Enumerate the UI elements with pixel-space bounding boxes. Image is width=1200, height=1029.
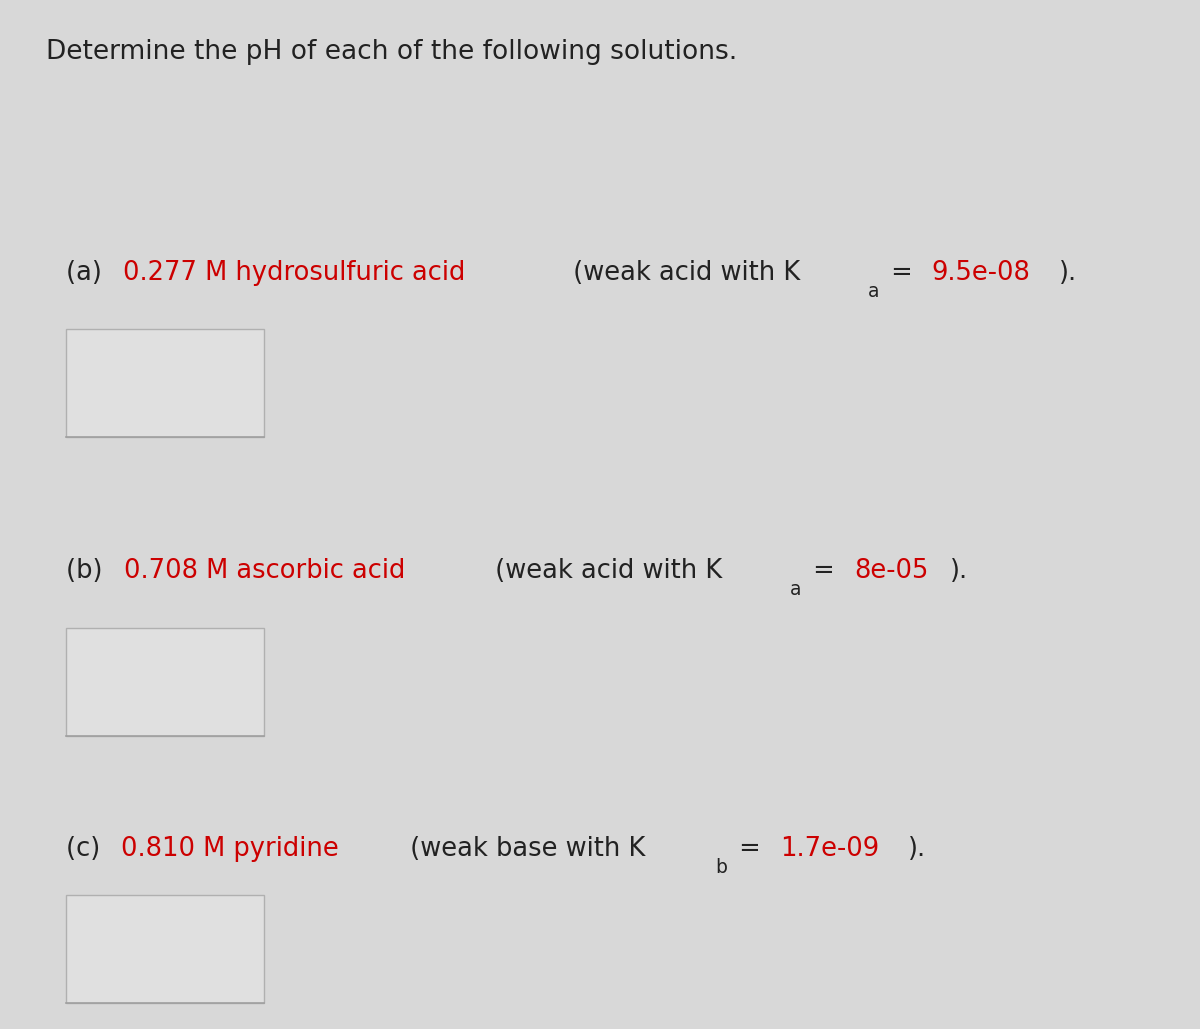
Text: ).: ).	[950, 558, 968, 584]
Text: 0.277 M hydrosulfuric acid: 0.277 M hydrosulfuric acid	[122, 259, 466, 286]
Text: 9.5e-08: 9.5e-08	[932, 259, 1031, 286]
Text: (weak acid with K: (weak acid with K	[564, 259, 799, 286]
Text: 1.7e-09: 1.7e-09	[780, 836, 878, 862]
Text: a: a	[868, 282, 880, 300]
Text: (a): (a)	[66, 259, 110, 286]
Text: 0.708 M ascorbic acid: 0.708 M ascorbic acid	[124, 558, 404, 584]
Text: (weak base with K: (weak base with K	[402, 836, 646, 862]
Text: =: =	[883, 259, 920, 286]
FancyBboxPatch shape	[66, 329, 264, 437]
FancyBboxPatch shape	[66, 628, 264, 736]
Text: =: =	[731, 836, 769, 862]
FancyBboxPatch shape	[66, 895, 264, 1003]
Text: (c): (c)	[66, 836, 108, 862]
Text: ).: ).	[907, 836, 926, 862]
Text: a: a	[790, 580, 802, 599]
Text: 8e-05: 8e-05	[854, 558, 929, 584]
Text: ).: ).	[1060, 259, 1078, 286]
Text: b: b	[715, 858, 727, 877]
Text: Determine the pH of each of the following solutions.: Determine the pH of each of the followin…	[46, 39, 737, 65]
Text: (weak acid with K: (weak acid with K	[487, 558, 722, 584]
Text: =: =	[805, 558, 842, 584]
Text: 0.810 M pyridine: 0.810 M pyridine	[121, 836, 338, 862]
Text: (b): (b)	[66, 558, 110, 584]
